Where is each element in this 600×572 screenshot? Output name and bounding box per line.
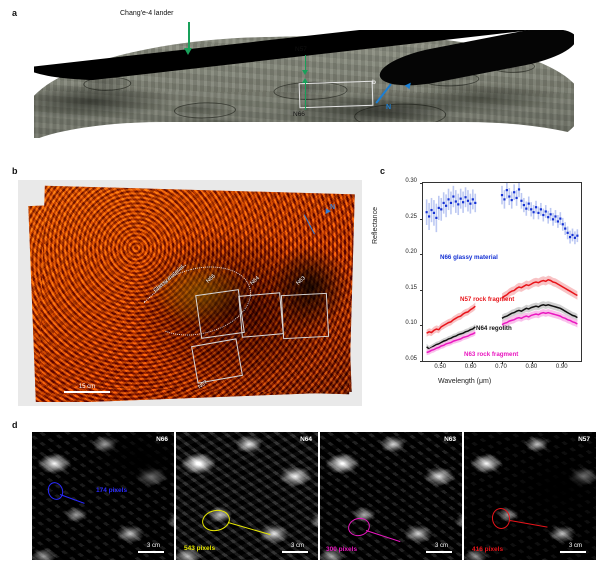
cell-label-n63: N63 [444, 436, 456, 443]
x-tickmark [441, 361, 443, 364]
dark-shadow-n57 [504, 448, 596, 528]
y-tick-label: 0.05 [405, 356, 417, 362]
panel-b-closeup-mosaic: b Glassy material N66 N64 N63 N57 N 15 [12, 166, 368, 406]
x-tickmark [562, 361, 564, 364]
north-label-a: N [386, 104, 392, 111]
x-tick-label: 0.50 [434, 364, 447, 370]
north-arrow-head [404, 80, 414, 90]
series-annotation-n64: N64 regolith [476, 325, 512, 332]
panorama-bottom-mask [34, 122, 574, 138]
scalebar-n57 [560, 551, 586, 553]
series-annotation-n66: N66 glassy material [440, 254, 498, 261]
cell-label-n64: N64 [300, 436, 312, 443]
x-tick-label: 0.70 [495, 364, 507, 370]
panel-d-cell-n66: N66 174 pixels 3 cm [32, 432, 174, 560]
texture-n63 [320, 432, 462, 560]
panel-b-image: Glassy material N66 N64 N63 N57 N 15 cm [28, 184, 356, 402]
y-tick-label: 0.25 [405, 213, 417, 220]
spectra-plot-area [420, 182, 582, 364]
pixel-count-n57: 416 pixels [472, 546, 504, 553]
pixel-count-n66: 174 pixels [96, 487, 128, 494]
panel-c-reflectance-spectra: c Reflectance Wavelength (μm) 0.05 0.10 0.… [372, 166, 596, 406]
panel-a-lander-panorama: a b 50 cm N Chang'e-4 lander N57 N66 [12, 8, 588, 148]
panel-b-letter: b [12, 166, 18, 176]
panel-d-cell-n64: N64 543 pixels 3 cm [176, 432, 318, 560]
roi-box-n63 [280, 292, 330, 340]
pixel-count-n64: 543 pixels [184, 545, 216, 552]
n66-label-a: N66 [293, 111, 305, 118]
y-tickmark [420, 361, 423, 362]
pixel-count-n63: 300 pixels [326, 546, 358, 553]
panel-c-letter: c [380, 166, 386, 176]
y-tick-label: 0.15 [405, 284, 417, 291]
y-tick-label: 0.10 [405, 320, 417, 327]
scale-text-n63: 3 cm [434, 543, 448, 549]
cell-label-n66: N66 [156, 436, 168, 443]
series-annotation-n57: N57 rock fragment [460, 296, 515, 303]
x-tickmark [471, 361, 473, 364]
panel-b-inset-box [298, 80, 374, 109]
y-tickmark [420, 254, 423, 256]
north-label-b: N [330, 204, 336, 211]
panel-b-scale-line [64, 391, 110, 393]
north-arrow-a: N [375, 80, 414, 111]
scalebar-n63 [426, 551, 452, 553]
x-tick-label: 0.90 [555, 364, 568, 370]
y-tickmark [420, 183, 423, 184]
y-tickmark [420, 218, 423, 220]
scale-text-n57: 3 cm [568, 543, 582, 549]
x-tickmark [502, 361, 503, 364]
scale-text-n66: 3 cm [146, 543, 160, 549]
north-arrow-b: N [303, 204, 344, 236]
series-annotation-n63: N63 rock fragment [464, 351, 519, 358]
panel-d-cell-n57: N57 416 pixels 3 cm [464, 432, 596, 560]
scalebar-n64 [282, 551, 308, 553]
surface-feature [173, 101, 237, 120]
roi-box-n57 [191, 338, 243, 384]
y-tickmark [420, 325, 423, 327]
n57-arrow-shaft [305, 55, 307, 72]
x-tick-label: 0.60 [464, 364, 477, 370]
x-tickmark [532, 361, 534, 364]
n66-arrow-head [302, 78, 308, 83]
y-axis-label: Reflectance [372, 207, 379, 244]
n57-label-a: N57 [295, 46, 307, 53]
n66-arrow-shaft [305, 82, 307, 110]
cell-label-n57: N57 [578, 436, 590, 443]
y-tick-label: 0.30 [405, 178, 417, 184]
panel-d-texture-closeups: d N66 174 pixels 3 cm N64 543 pixels 3 c… [12, 418, 596, 564]
panel-d-letter: d [12, 420, 18, 430]
n57-arrow-head [302, 70, 308, 75]
scale-text-n64: 3 cm [290, 543, 304, 549]
spectra-svg [425, 183, 579, 356]
scalebar-n66 [138, 551, 164, 553]
y-tickmark [420, 289, 423, 291]
panel-b-scalebar: 15 cm [64, 384, 110, 393]
panel-b-scale-text: 15 cm [78, 384, 96, 390]
roi-box-n64 [238, 292, 284, 338]
lander-annotation-label: Chang'e-4 lander [120, 10, 174, 17]
inset-box-label: b [372, 79, 376, 86]
y-tick-label: 0.20 [405, 249, 417, 256]
panel-d-cell-n63: N63 300 pixels 3 cm [320, 432, 462, 560]
panel-a-letter: a [12, 8, 18, 18]
x-axis-label: Wavelength (μm) [438, 378, 492, 385]
lander-arrow-shaft [188, 22, 190, 50]
texture-n64 [176, 432, 318, 560]
lander-arrow-head [184, 48, 192, 55]
panel-a-image: b 50 cm N [34, 30, 574, 138]
panel-b-frame: Glassy material N66 N64 N63 N57 N 15 cm [18, 180, 362, 406]
x-tick-label: 0.80 [525, 364, 538, 370]
dark-shadow-n66 [87, 432, 174, 494]
